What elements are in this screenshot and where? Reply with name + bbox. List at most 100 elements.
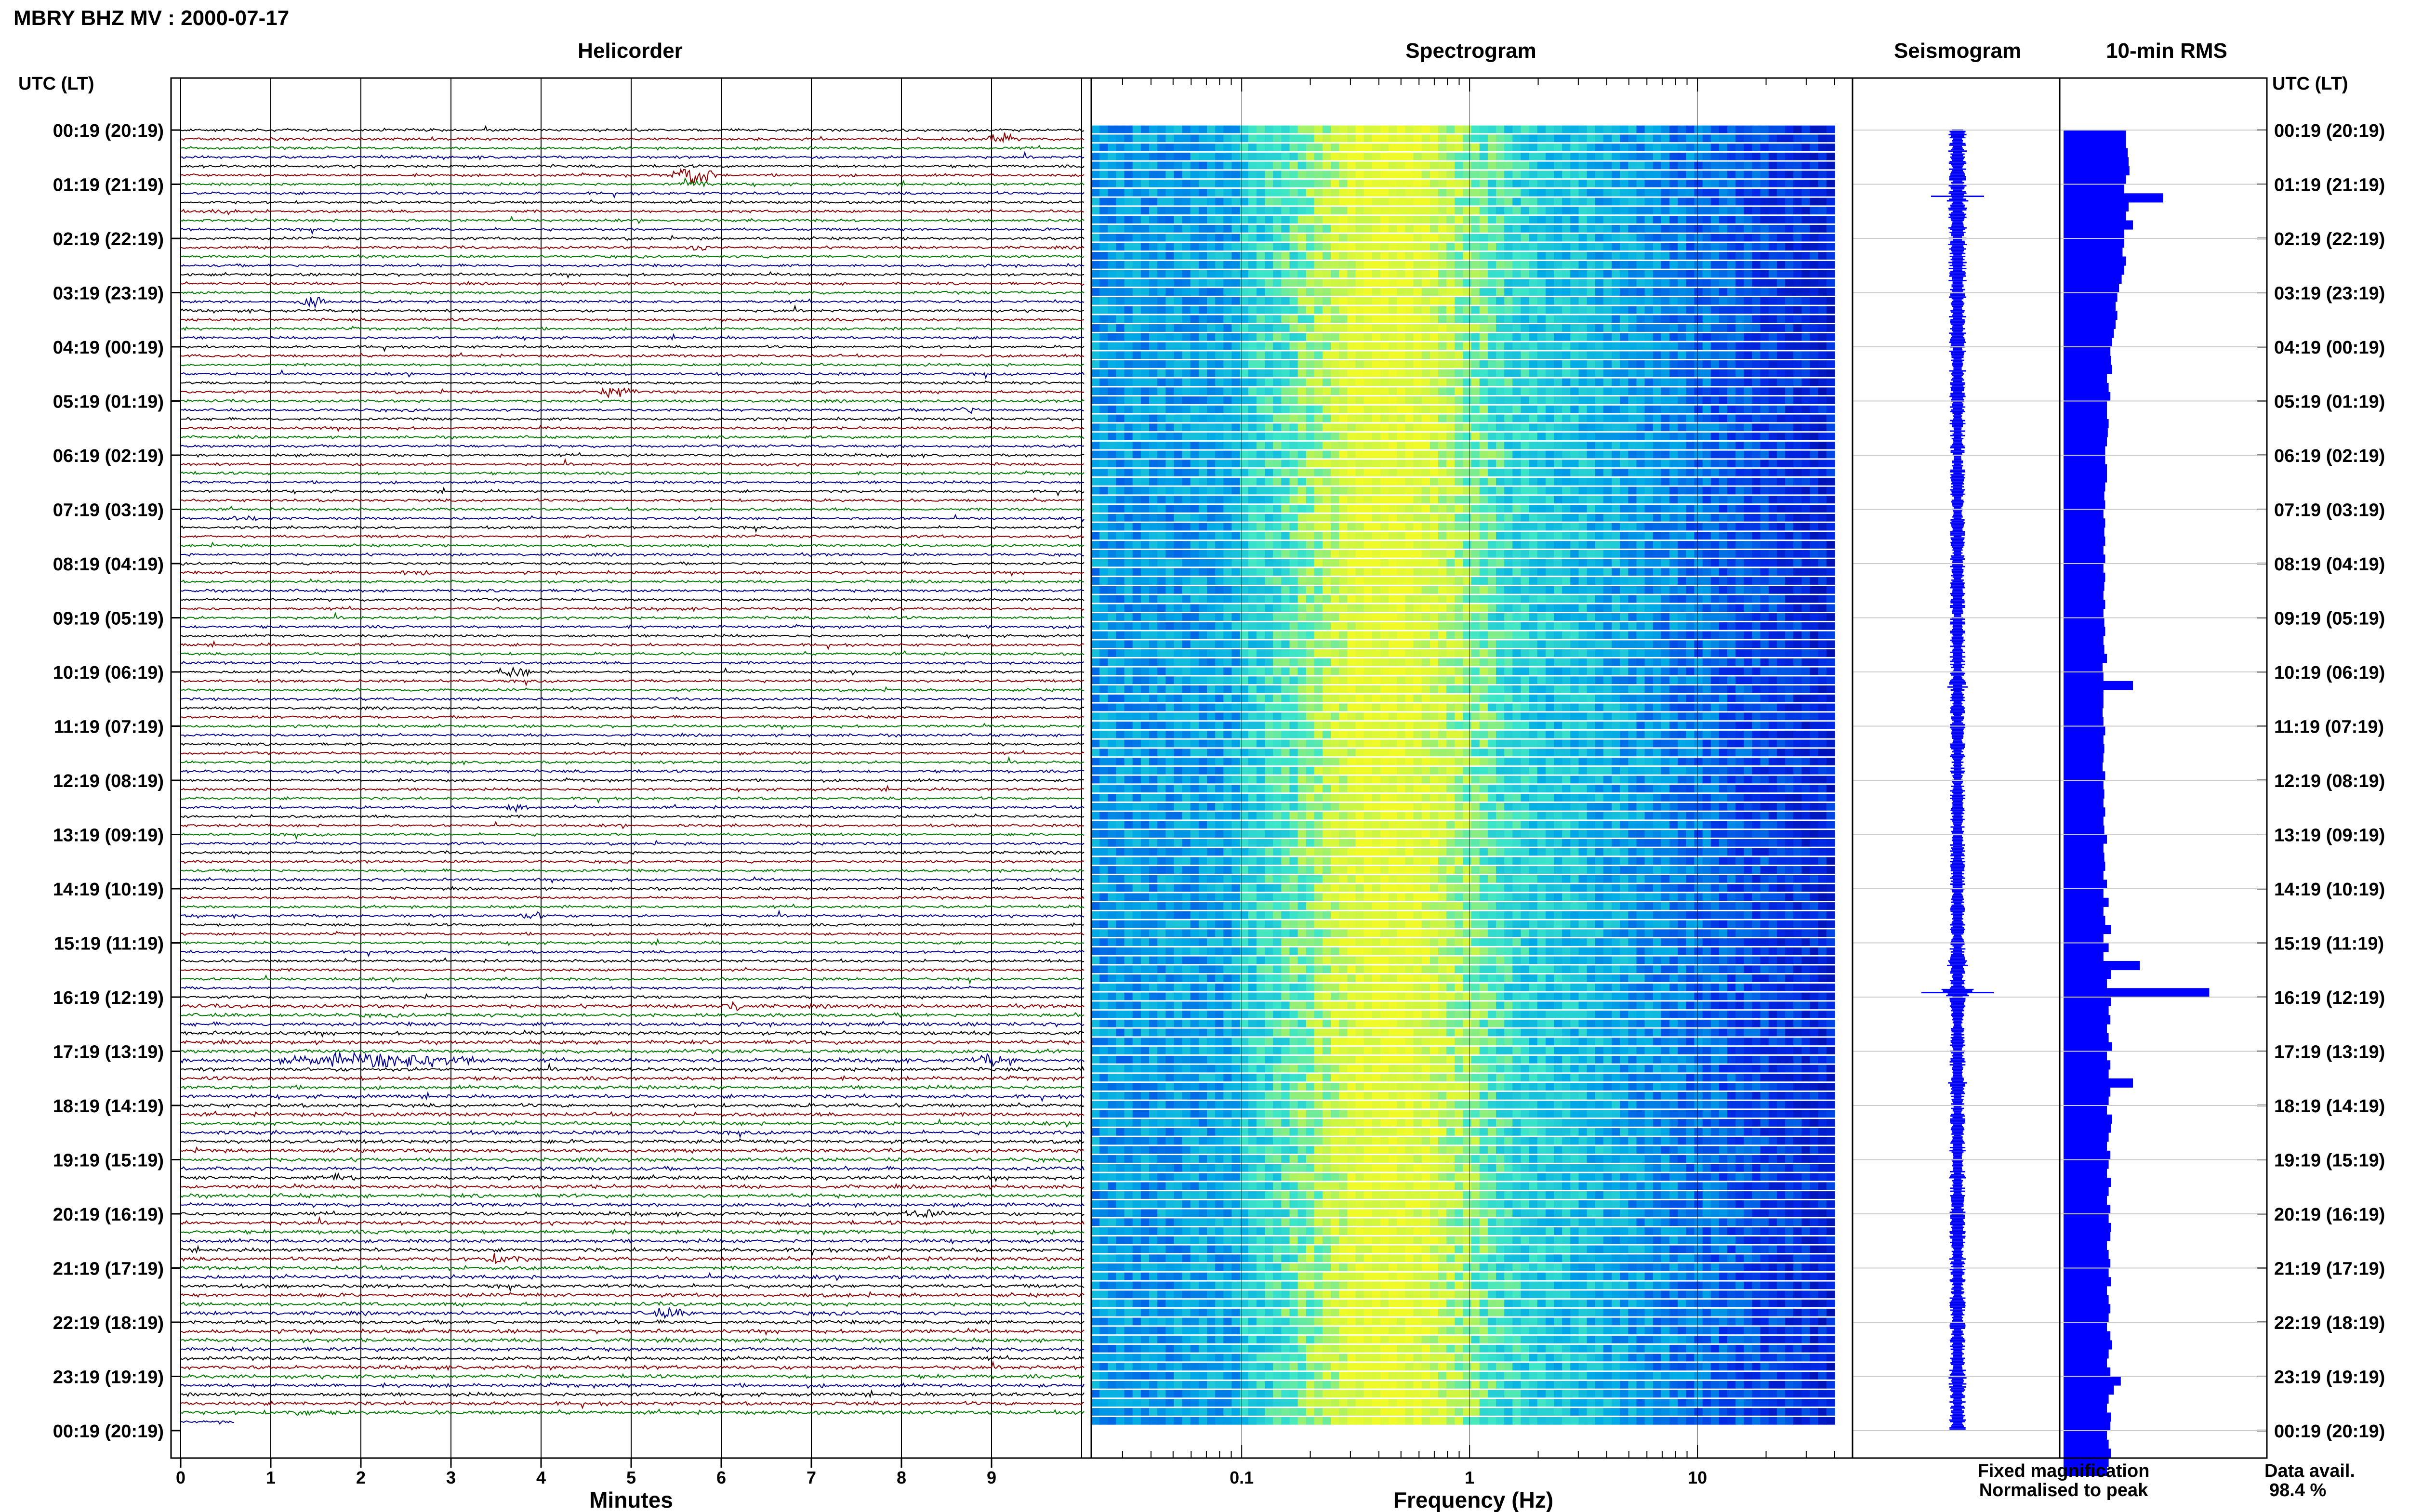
spectrogram-cell — [1108, 134, 1117, 143]
spectrogram-cell — [1430, 559, 1439, 567]
spectrogram-cell — [1521, 460, 1530, 468]
spectrogram-cell — [1463, 252, 1472, 260]
spectrogram-cell — [1339, 532, 1348, 540]
spectrogram-cell — [1578, 216, 1588, 224]
spectrogram-cell — [1537, 577, 1546, 585]
spectrogram-cell — [1612, 306, 1620, 314]
spectrogram-cell — [1372, 224, 1381, 233]
spectrogram-cell — [1363, 513, 1373, 522]
spectrogram-cell — [1661, 396, 1670, 404]
spectrogram-cell — [1628, 234, 1637, 242]
spectrogram-cell — [1207, 586, 1216, 594]
spectrogram-cell — [1554, 604, 1562, 612]
spectrogram-cell — [1331, 523, 1340, 531]
spectrogram-cell — [1603, 252, 1612, 260]
spectrogram-cell — [1297, 496, 1307, 504]
spectrogram-cell — [1190, 243, 1199, 251]
spectrogram-cell — [1413, 333, 1422, 341]
spectrogram-cell — [1380, 315, 1389, 323]
spectrogram-cell — [1512, 152, 1522, 160]
spectrogram-cell — [1355, 125, 1364, 133]
spectrogram-cell — [1463, 306, 1472, 314]
spectrogram-cell — [1281, 134, 1290, 143]
spectrogram-cell — [1215, 433, 1224, 440]
spectrogram-cell — [1355, 134, 1364, 143]
spectrogram-cell — [1529, 243, 1538, 251]
spectrogram-cell — [1587, 505, 1596, 513]
spectrogram-cell — [1339, 297, 1348, 305]
spectrogram-cell — [1248, 469, 1257, 476]
spectrogram-cell — [1091, 577, 1100, 585]
spectrogram-cell — [1190, 270, 1199, 278]
spectrogram-cell — [1628, 224, 1637, 233]
spectrogram-cell — [1719, 261, 1728, 269]
spectrogram-cell — [1603, 360, 1612, 368]
spectrogram-cell — [1628, 496, 1637, 504]
spectrogram-cell — [1455, 134, 1464, 143]
spectrogram-cell — [1099, 342, 1108, 350]
spectrogram-cell — [1760, 360, 1769, 368]
spectrogram-cell — [1512, 125, 1522, 133]
spectrogram-cell — [1694, 550, 1703, 558]
spectrogram-cell — [1240, 613, 1249, 621]
spectrogram-cell — [1438, 505, 1447, 513]
spectrogram-cell — [1108, 523, 1117, 531]
spectrogram-cell — [1537, 396, 1546, 404]
spectrogram-cell — [1603, 387, 1612, 395]
spectrogram-cell — [1719, 513, 1728, 522]
spectrogram-cell — [1215, 252, 1224, 260]
spectrogram-cell — [1644, 171, 1654, 179]
spectrogram-cell — [1710, 297, 1720, 305]
spectrogram-cell — [1306, 387, 1315, 395]
spectrogram-cell — [1529, 586, 1538, 594]
spectrogram-cell — [1686, 550, 1695, 558]
spectrogram-cell — [1347, 405, 1356, 413]
spectrogram-cell — [1223, 496, 1232, 504]
spectrogram-cell — [1091, 387, 1100, 395]
spectrogram-cell — [1810, 450, 1819, 459]
spectrogram-cell — [1430, 161, 1439, 170]
spectrogram-cell — [1413, 414, 1422, 422]
spectrogram-cell — [1182, 433, 1191, 440]
spectrogram-cell — [1826, 550, 1835, 558]
spectrogram-cell — [1554, 568, 1562, 576]
spectrogram-cell — [1413, 224, 1422, 233]
spectrogram-cell — [1744, 152, 1753, 160]
spectrogram-cell — [1463, 152, 1472, 160]
spectrogram-cell — [1116, 559, 1125, 567]
spectrogram-cell — [1678, 604, 1687, 612]
spectrogram-cell — [1240, 423, 1249, 432]
spectrogram-cell — [1471, 188, 1480, 197]
spectrogram-cell — [1719, 477, 1728, 486]
spectrogram-cell — [1339, 342, 1348, 350]
spectrogram-cell — [1323, 441, 1331, 449]
spectrogram-cell — [1669, 568, 1678, 576]
spectrogram-cell — [1545, 252, 1554, 260]
spectrogram-cell — [1727, 342, 1736, 350]
spectrogram-cell — [1132, 423, 1141, 432]
spectrogram-cell — [1380, 216, 1389, 224]
spectrogram-cell — [1438, 216, 1447, 224]
spectrogram-cell — [1331, 414, 1340, 422]
spectrogram-cell — [1455, 207, 1464, 215]
spectrogram-cell — [1727, 541, 1736, 549]
spectrogram-cell — [1504, 125, 1513, 133]
spectrogram-cell — [1669, 342, 1678, 350]
spectrogram-cell — [1752, 559, 1761, 567]
spectrogram-cell — [1248, 622, 1257, 630]
spectrogram-cell — [1157, 261, 1166, 269]
spectrogram-cell — [1405, 378, 1414, 386]
spectrogram-cell — [1826, 224, 1835, 233]
spectrogram-cell — [1231, 351, 1241, 359]
spectrogram-cell — [1595, 469, 1604, 476]
spectrogram-cell — [1306, 369, 1315, 377]
spectrogram-cell — [1554, 414, 1562, 422]
spectrogram-cell — [1653, 477, 1662, 486]
spectrogram-cell — [1099, 414, 1108, 422]
spectrogram-cell — [1207, 414, 1216, 422]
spectrogram-cell — [1554, 188, 1562, 197]
spectrogram-cell — [1471, 288, 1480, 296]
spectrogram-cell — [1157, 496, 1166, 504]
spectrogram-cell — [1636, 234, 1645, 242]
spectrogram-cell — [1430, 513, 1439, 522]
